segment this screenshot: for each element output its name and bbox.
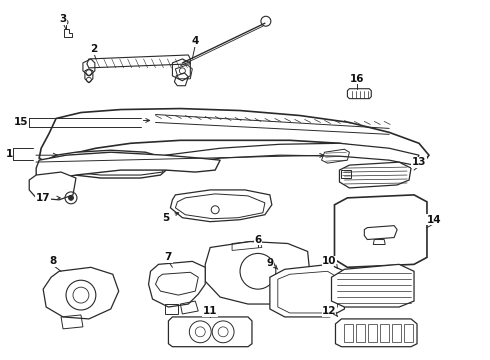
- Text: 9: 9: [266, 258, 273, 268]
- Text: 16: 16: [350, 74, 365, 84]
- Text: 4: 4: [192, 36, 199, 46]
- Polygon shape: [29, 172, 76, 200]
- Circle shape: [69, 195, 74, 201]
- Polygon shape: [39, 109, 429, 162]
- Polygon shape: [335, 195, 427, 267]
- Text: 13: 13: [412, 157, 426, 167]
- Text: 10: 10: [322, 256, 337, 266]
- Polygon shape: [332, 264, 414, 307]
- Text: 5: 5: [162, 213, 169, 223]
- Text: 2: 2: [90, 44, 98, 54]
- Polygon shape: [169, 317, 252, 347]
- Text: 6: 6: [254, 234, 262, 244]
- Polygon shape: [148, 261, 205, 307]
- Polygon shape: [171, 190, 272, 222]
- Polygon shape: [205, 242, 310, 304]
- Text: 15: 15: [14, 117, 28, 127]
- Text: 12: 12: [322, 306, 337, 316]
- Text: 8: 8: [49, 256, 57, 266]
- Text: 11: 11: [203, 306, 218, 316]
- Text: 1: 1: [6, 149, 13, 159]
- Polygon shape: [336, 319, 417, 347]
- Polygon shape: [59, 156, 166, 175]
- Polygon shape: [36, 152, 220, 180]
- Text: 7: 7: [165, 252, 172, 262]
- Text: 17: 17: [36, 193, 50, 203]
- Polygon shape: [43, 267, 119, 319]
- Text: 3: 3: [59, 14, 67, 24]
- Text: 14: 14: [427, 215, 441, 225]
- Polygon shape: [46, 150, 169, 178]
- Polygon shape: [270, 264, 344, 317]
- Polygon shape: [340, 162, 411, 188]
- Polygon shape: [166, 143, 419, 165]
